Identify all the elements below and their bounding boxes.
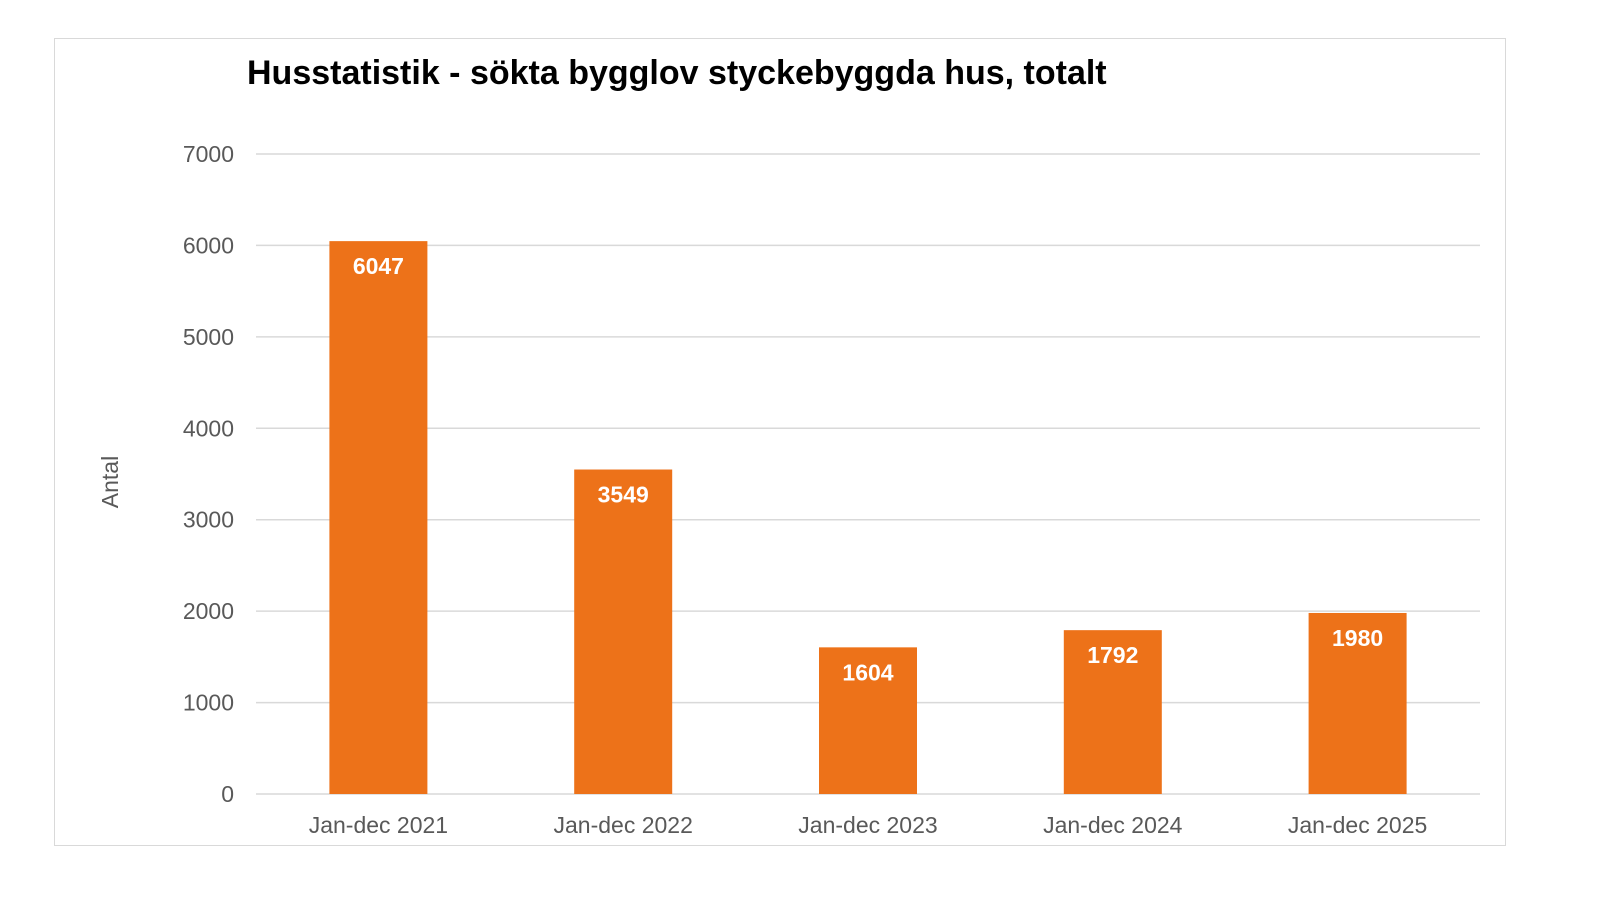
y-tick-label: 4000 bbox=[183, 415, 234, 441]
x-tick-label: Jan-dec 2023 bbox=[798, 812, 937, 838]
x-tick-label: Jan-dec 2024 bbox=[1043, 812, 1183, 838]
y-axis-label: Antal bbox=[97, 456, 123, 508]
bar bbox=[574, 469, 673, 794]
bar bbox=[1063, 630, 1162, 794]
y-tick-label: 3000 bbox=[183, 507, 234, 533]
y-tick-label: 2000 bbox=[183, 598, 234, 624]
y-tick-label: 7000 bbox=[183, 141, 234, 167]
data-label: 6047 bbox=[353, 253, 404, 279]
chart-frame bbox=[54, 38, 1506, 846]
bar bbox=[329, 241, 428, 795]
data-label: 3549 bbox=[598, 482, 649, 508]
data-label: 1980 bbox=[1332, 625, 1383, 651]
y-tick-label: 6000 bbox=[183, 232, 234, 258]
y-tick-label: 5000 bbox=[183, 324, 234, 350]
x-tick-label: Jan-dec 2022 bbox=[554, 812, 693, 838]
x-tick-label: Jan-dec 2025 bbox=[1288, 812, 1427, 838]
y-tick-label: 1000 bbox=[183, 690, 234, 716]
data-label: 1792 bbox=[1087, 642, 1138, 668]
y-tick-label: 0 bbox=[221, 781, 234, 807]
bar bbox=[1308, 612, 1407, 794]
bar bbox=[819, 647, 917, 794]
chart-title: Husstatistik - sökta bygglov styckebyggd… bbox=[247, 54, 1107, 92]
x-tick-label: Jan-dec 2021 bbox=[309, 812, 448, 838]
data-label: 1604 bbox=[842, 659, 893, 685]
